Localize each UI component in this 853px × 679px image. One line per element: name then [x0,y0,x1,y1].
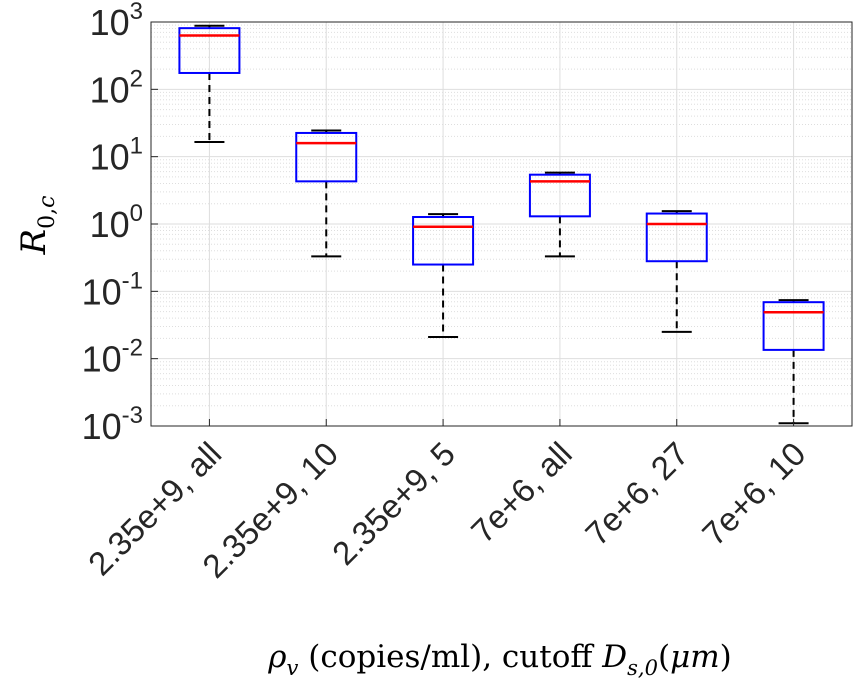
iqr-box [528,173,591,218]
y-tick-label: 102 [90,65,143,110]
y-axis-label: R0,c [14,196,60,256]
y-tick-labels: 10-3 10-2 10-1 100 101 102 103 [82,0,143,447]
x-tick-label: 2.35e+9, 5 [325,435,462,572]
box-6 [762,299,825,425]
minor-gridlines [151,24,852,407]
x-tick-label: 7e+6, 10 [695,435,813,553]
box-3 [412,213,475,338]
iqr-box [645,212,708,263]
x-tick-label: 7e+6, 27 [578,435,696,553]
y-tick-label: 100 [90,200,143,245]
y-tick-label: 10-3 [82,402,143,447]
x-axis-label: ρv (copies/ml), cutoff Ds,0(μm) [267,639,731,679]
axis-ticks [151,21,795,427]
box-series [178,24,825,425]
box-2 [295,129,358,258]
y-tick-label: 10-1 [82,267,143,312]
y-tick-label: 103 [90,0,143,43]
y-tick-label: 101 [90,133,143,178]
box-5 [645,210,708,333]
y-tick-label: 10-2 [82,335,143,380]
iqr-box [412,216,475,266]
x-tick-label: 7e+6, all [464,435,579,550]
box-1 [178,24,241,144]
box-4 [528,171,591,258]
iqr-box [762,301,825,351]
iqr-box [178,27,241,74]
iqr-box [295,131,358,183]
major-gridlines [151,21,852,427]
